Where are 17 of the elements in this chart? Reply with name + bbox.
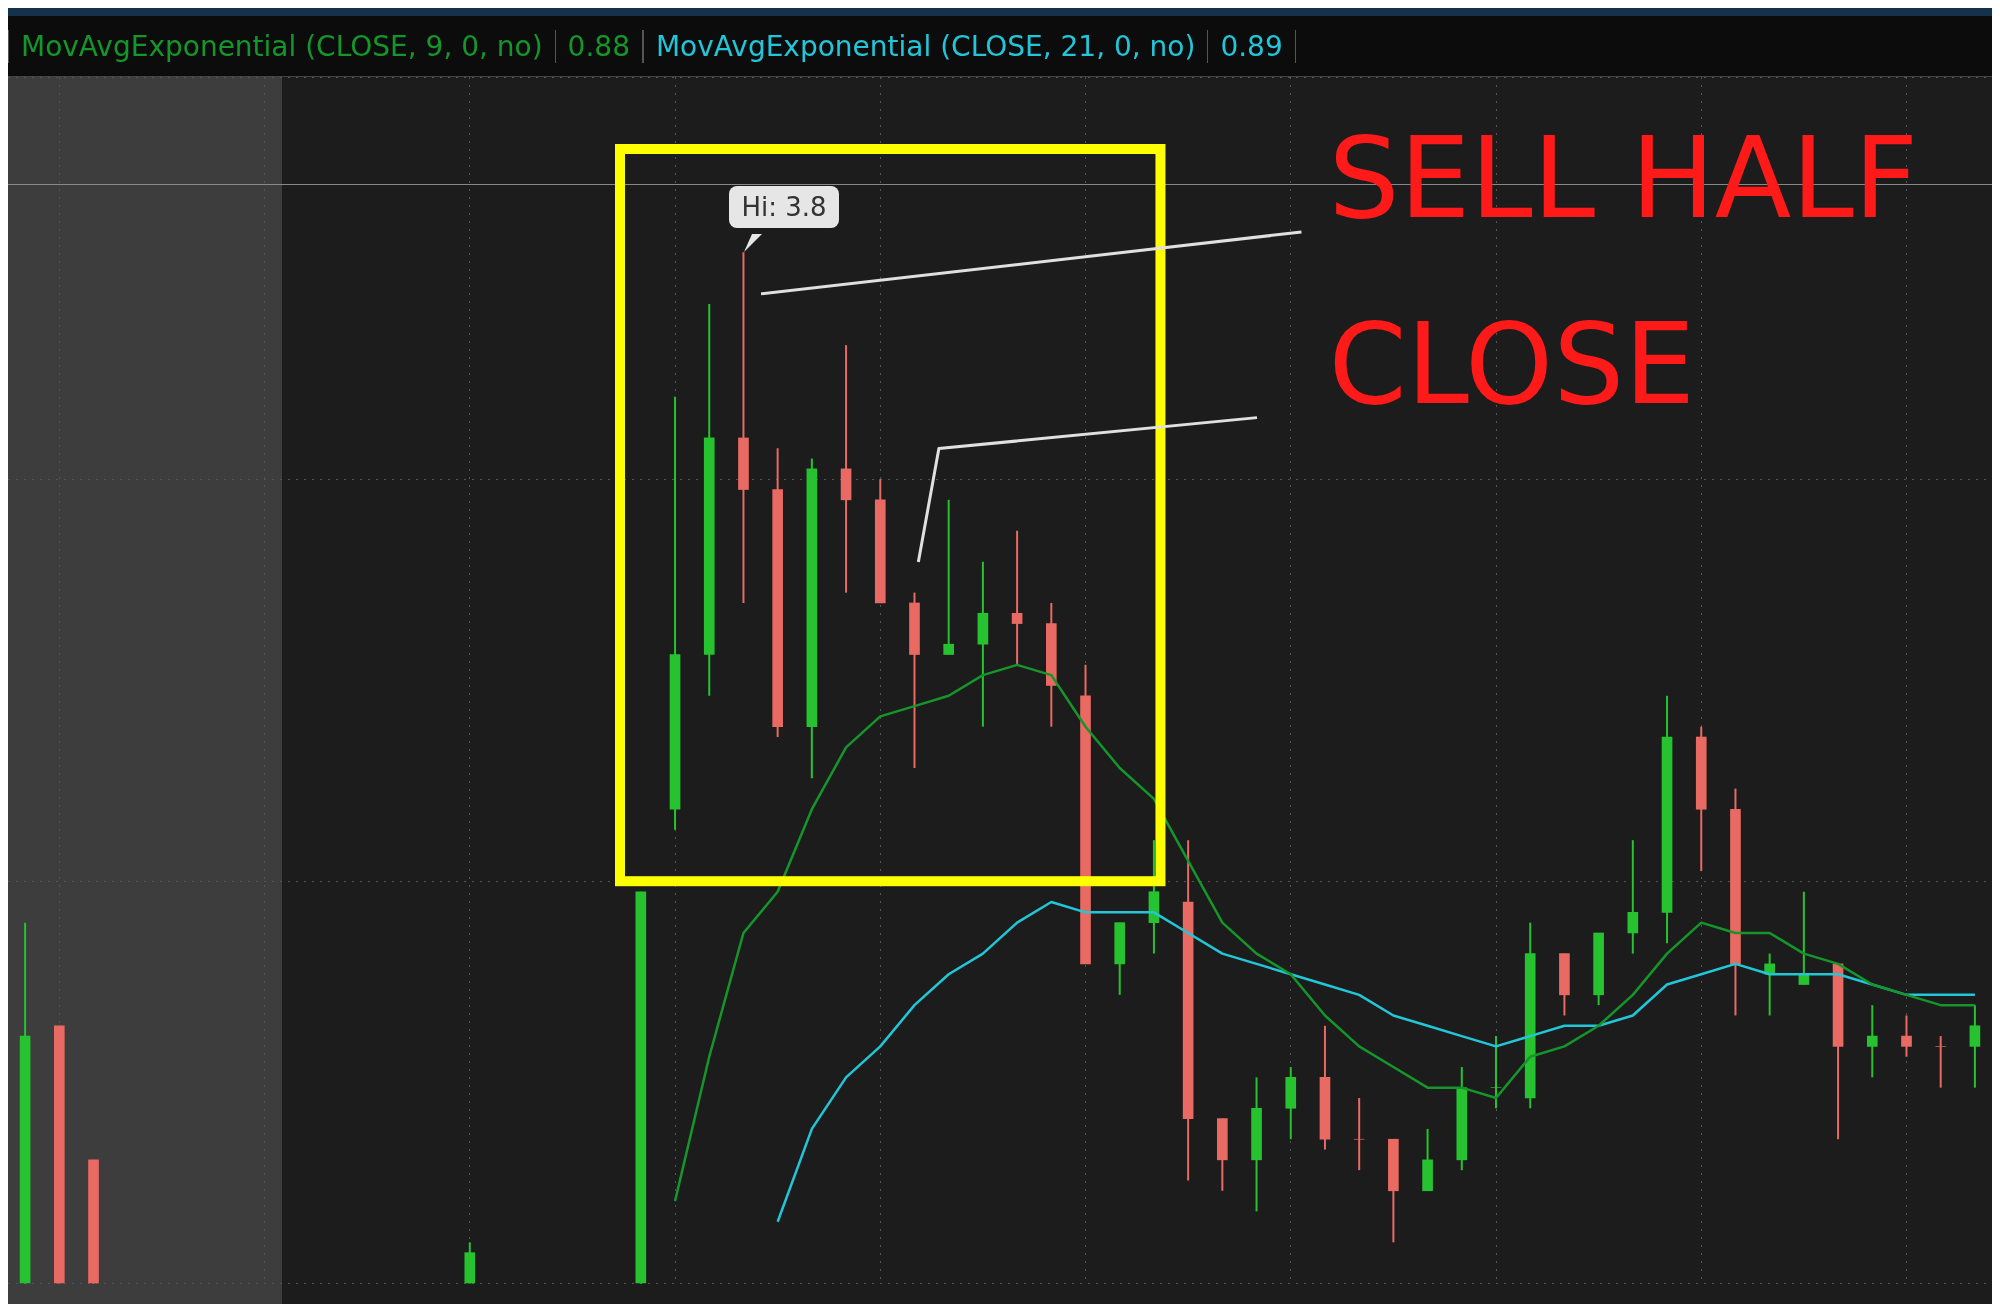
text: Hi: 3.8: [729, 186, 839, 229]
candlestick: [1901, 1014, 1912, 1058]
candlestick: [1969, 1004, 1981, 1089]
text: 0.89: [1208, 29, 1296, 63]
candlestick: [1935, 1035, 1947, 1089]
text: MovAvgExponential (CLOSE, 21, 0, no): [642, 29, 1209, 63]
candlestick: [1627, 839, 1639, 955]
candlestick: [943, 498, 955, 656]
text: MovAvgExponential (CLOSE, 9, 0, no): [8, 29, 556, 63]
text: SELL HALF: [1328, 113, 1919, 244]
text: 0.88: [555, 29, 643, 63]
annotation: CLOSE: [1328, 298, 1695, 429]
candlestick: [1353, 1096, 1365, 1172]
candlestick: [840, 344, 852, 594]
candlestick: [1011, 529, 1023, 666]
candlestick: [1866, 1004, 1878, 1079]
candlestick: [1490, 1035, 1502, 1110]
